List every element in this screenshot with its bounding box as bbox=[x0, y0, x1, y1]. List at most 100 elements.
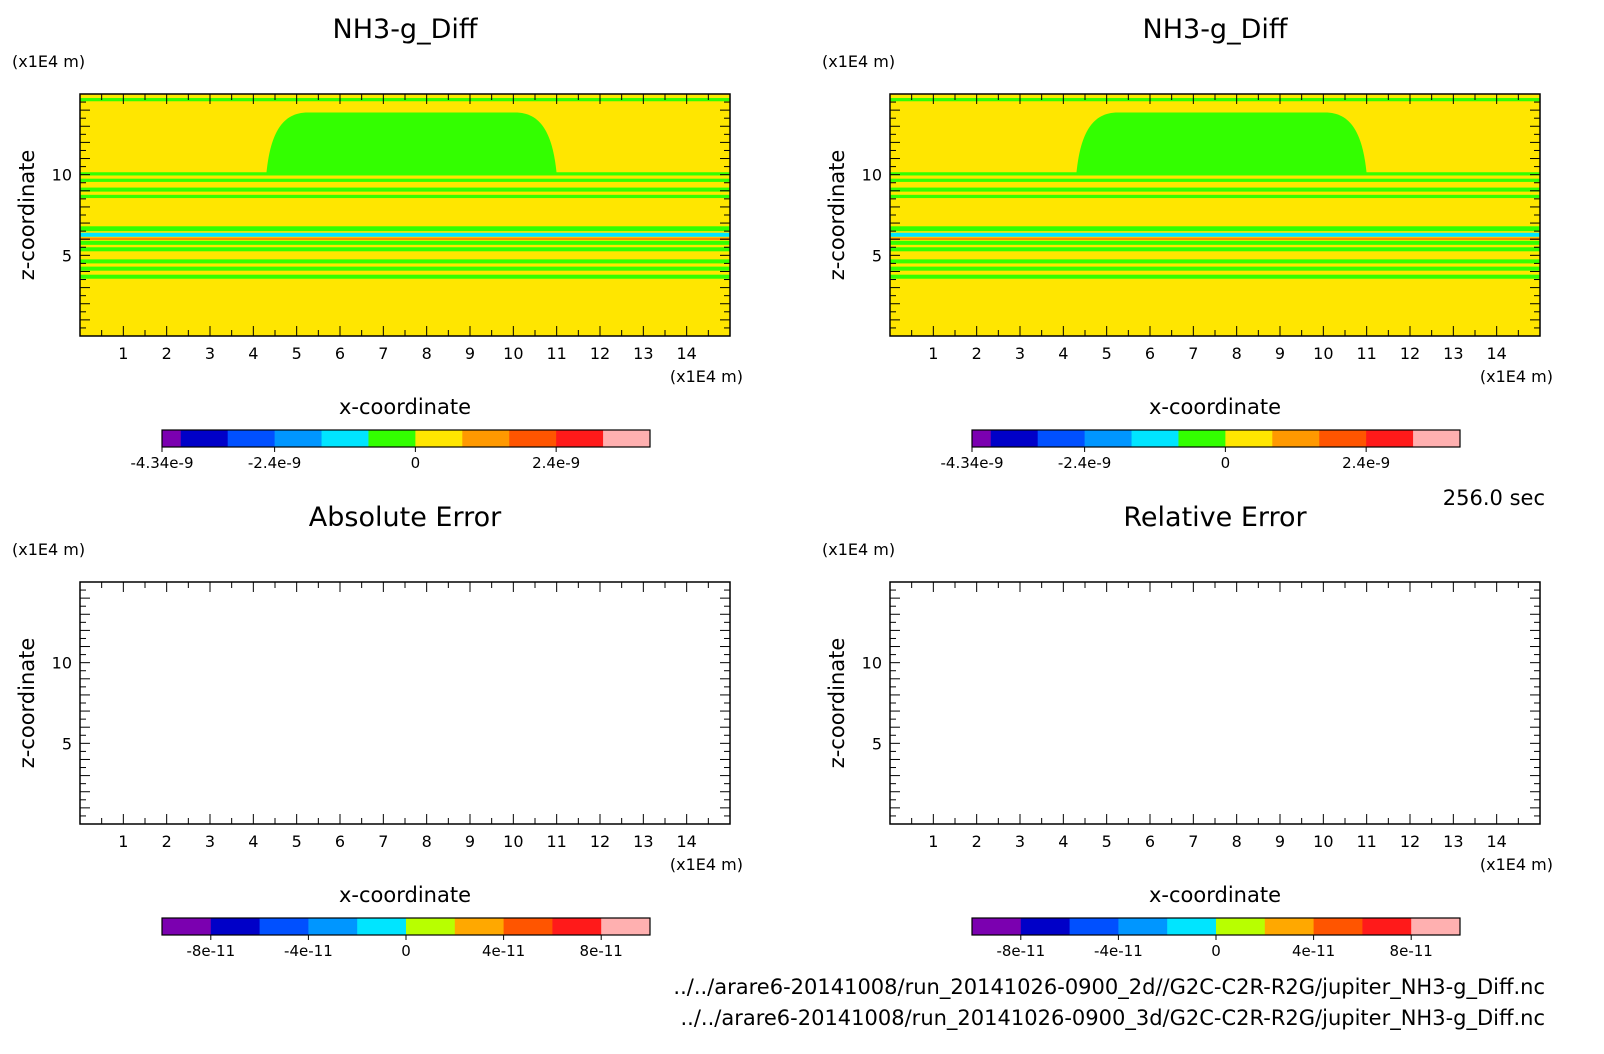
contour-band-13 bbox=[890, 266, 1540, 271]
contour-band-11 bbox=[890, 247, 1540, 252]
x-unit-label: (x1E4 m) bbox=[1480, 855, 1553, 874]
colorbar-tick-label: 0 bbox=[1211, 942, 1221, 960]
colorbar-tick-label: -4e-11 bbox=[1094, 942, 1143, 960]
x-tick-label: 4 bbox=[1058, 832, 1068, 851]
y-tick-label: 5 bbox=[62, 246, 72, 265]
colorbar-swatch-3 bbox=[227, 430, 276, 447]
x-tick-label: 7 bbox=[1188, 832, 1198, 851]
x-tick-label: 11 bbox=[546, 344, 566, 363]
colorbar-swatch-1 bbox=[162, 918, 212, 935]
x-tick-label: 3 bbox=[205, 344, 215, 363]
colorbar-swatch-7 bbox=[1225, 430, 1273, 447]
colorbar-swatch-5 bbox=[1131, 430, 1179, 447]
contour-band-3 bbox=[890, 172, 1540, 176]
colorbar-swatch-5 bbox=[1167, 918, 1217, 935]
colorbar-swatch-9 bbox=[1362, 918, 1412, 935]
y-unit-label: (x1E4 m) bbox=[822, 540, 895, 559]
x-tick-label: 9 bbox=[465, 832, 475, 851]
contour-band-6 bbox=[80, 194, 730, 199]
colorbar-tick-label: 8e-11 bbox=[1390, 942, 1433, 960]
y-tick-label: 5 bbox=[872, 734, 882, 753]
colorbar-tick-label: -8e-11 bbox=[996, 942, 1045, 960]
colorbar-swatch-3 bbox=[1037, 430, 1086, 447]
colorbar-swatch-6 bbox=[406, 918, 456, 935]
colorbar-tick-label: -4.34e-9 bbox=[941, 454, 1004, 472]
chart-panel-2: NH3-g_Diff(x1E4 m)1 2 3 4 5 6 7 8 9 10 11 12 13 14(x1… bbox=[822, 14, 1553, 472]
colorbar-tick-label: 4e-11 bbox=[1292, 942, 1335, 960]
colorbar-tick-label: -2.4e-9 bbox=[1058, 454, 1111, 472]
colorbar-swatch-2 bbox=[210, 918, 261, 935]
colorbar-swatch-10 bbox=[1411, 918, 1461, 935]
x-tick-label: 8 bbox=[422, 344, 432, 363]
colorbar-swatch-3 bbox=[259, 918, 309, 935]
x-tick-label: 9 bbox=[1275, 832, 1285, 851]
colorbar-frame bbox=[161, 429, 651, 448]
time-label: 256.0 sec bbox=[1443, 486, 1545, 510]
colorbar-swatch-4 bbox=[1118, 918, 1168, 935]
x-tick-label: 10 bbox=[1313, 832, 1333, 851]
x-tick-label: 5 bbox=[1102, 344, 1112, 363]
colorbar-tick-label: -8e-11 bbox=[186, 942, 235, 960]
x-axis-label: x-coordinate bbox=[339, 883, 471, 907]
x-tick-label: 1 bbox=[928, 344, 938, 363]
x-tick-label: 2 bbox=[162, 344, 172, 363]
x-tick-label: 4 bbox=[248, 344, 258, 363]
x-tick-label: 2 bbox=[972, 832, 982, 851]
x-tick-label: 14 bbox=[1486, 344, 1506, 363]
x-tick-label: 3 bbox=[1015, 344, 1025, 363]
x-tick-label: 13 bbox=[1443, 344, 1463, 363]
colorbar-swatch-5 bbox=[321, 430, 369, 447]
colorbar-swatch-2 bbox=[990, 430, 1039, 447]
x-tick-label: 13 bbox=[633, 832, 653, 851]
colorbar: -8e-11 -4e-11 0 4e-11 8e-11 bbox=[161, 917, 651, 960]
colorbar-swatch-6 bbox=[1178, 430, 1226, 447]
colorbar-swatch-9 bbox=[509, 430, 557, 447]
colorbar-swatch-5 bbox=[357, 918, 407, 935]
x-tick-label: 11 bbox=[1356, 832, 1376, 851]
x-tick-label: 13 bbox=[1443, 832, 1463, 851]
colorbar-swatch-11 bbox=[603, 430, 651, 447]
x-axis-label: x-coordinate bbox=[1149, 395, 1281, 419]
x-tick-label: 11 bbox=[1356, 344, 1376, 363]
colorbar-swatch-1 bbox=[162, 430, 182, 447]
contour-band-13 bbox=[80, 266, 730, 271]
x-axis-label: x-coordinate bbox=[1149, 883, 1281, 907]
footer-file-path-2: ../../arare6-20141008/run_20141026-0900_… bbox=[680, 1006, 1545, 1031]
colorbar-swatch-7 bbox=[454, 918, 505, 935]
x-tick-label: 10 bbox=[1313, 344, 1333, 363]
y-unit-label: (x1E4 m) bbox=[822, 52, 895, 71]
contour-dome-2 bbox=[1076, 112, 1367, 174]
contour-band-14 bbox=[890, 274, 1540, 279]
colorbar-swatch-4 bbox=[274, 430, 323, 447]
x-tick-label: 12 bbox=[1400, 832, 1420, 851]
colorbar-swatch-10 bbox=[1366, 430, 1414, 447]
x-tick-label: 11 bbox=[546, 832, 566, 851]
colorbar-swatch-2 bbox=[1020, 918, 1071, 935]
colorbar-tick-label: 0 bbox=[401, 942, 411, 960]
x-tick-label: 9 bbox=[1275, 344, 1285, 363]
colorbar-swatch-1 bbox=[972, 918, 1022, 935]
y-unit-label: (x1E4 m) bbox=[12, 540, 85, 559]
y-unit-label: (x1E4 m) bbox=[12, 52, 85, 71]
chart-title: NH3-g_Diff bbox=[333, 14, 479, 45]
x-tick-label: 6 bbox=[1145, 344, 1155, 363]
contour-band-10 bbox=[890, 240, 1540, 245]
x-tick-label: 9 bbox=[465, 344, 475, 363]
x-tick-label: 4 bbox=[1058, 344, 1068, 363]
x-tick-label: 2 bbox=[972, 344, 982, 363]
contour-field bbox=[80, 94, 730, 336]
colorbar-swatch-8 bbox=[503, 918, 553, 935]
contour-band-12 bbox=[80, 259, 730, 264]
contour-band-5 bbox=[80, 187, 730, 192]
y-tick-label: 10 bbox=[862, 166, 882, 185]
x-tick-label: 7 bbox=[1188, 344, 1198, 363]
x-tick-label: 12 bbox=[590, 344, 610, 363]
colorbar-tick-label: 2.4e-9 bbox=[532, 454, 580, 472]
x-tick-label: 8 bbox=[1232, 344, 1242, 363]
x-axis-label: x-coordinate bbox=[339, 395, 471, 419]
chart-panel-4: Relative Error(x1E4 m)1 2 3 4 5 6 7 8 9 10 11 12 13 1… bbox=[822, 502, 1553, 960]
x-tick-label: 1 bbox=[928, 832, 938, 851]
x-unit-label: (x1E4 m) bbox=[1480, 367, 1553, 386]
x-tick-label: 5 bbox=[292, 344, 302, 363]
